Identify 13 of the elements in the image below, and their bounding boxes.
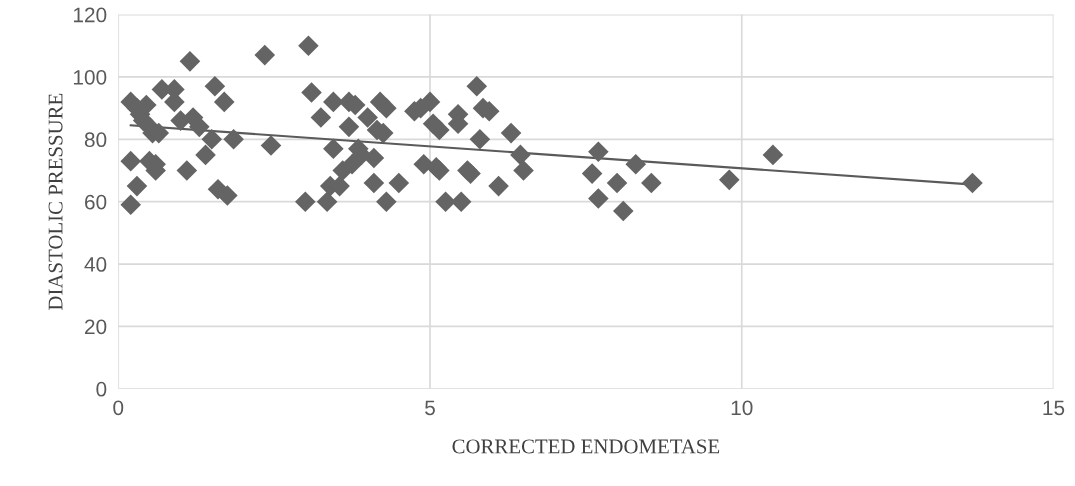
y-tick-label: 120 [73,7,107,23]
x-axis-title: CORRECTED ENDOMETASE [452,439,720,454]
y-axis-title: DIASTOLIC PRESSURE [48,93,63,311]
y-tick-label: 0 [96,381,107,397]
x-tick-label: 0 [113,400,124,416]
y-tick-label: 20 [85,319,107,335]
x-tick-label: 5 [425,400,435,416]
x-tick-label: 15 [1043,400,1065,416]
y-tick-label: 100 [73,69,107,85]
x-tick-label: 10 [731,400,753,416]
y-tick-label: 80 [84,132,107,148]
y-tick-label: 40 [84,257,107,272]
y-tick-label: 60 [85,194,107,210]
